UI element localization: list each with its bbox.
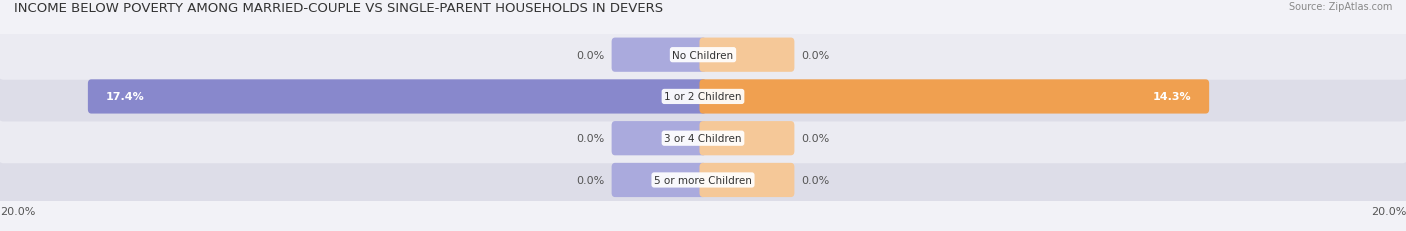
Text: INCOME BELOW POVERTY AMONG MARRIED-COUPLE VS SINGLE-PARENT HOUSEHOLDS IN DEVERS: INCOME BELOW POVERTY AMONG MARRIED-COUPL…	[14, 2, 664, 15]
FancyBboxPatch shape	[0, 30, 1406, 80]
Text: 0.0%: 0.0%	[576, 50, 605, 61]
FancyBboxPatch shape	[612, 122, 707, 156]
FancyBboxPatch shape	[0, 114, 1406, 164]
FancyBboxPatch shape	[700, 163, 794, 197]
Text: 0.0%: 0.0%	[576, 134, 605, 144]
Text: 17.4%: 17.4%	[105, 92, 145, 102]
Text: 1 or 2 Children: 1 or 2 Children	[664, 92, 742, 102]
Text: No Children: No Children	[672, 50, 734, 61]
Text: 0.0%: 0.0%	[576, 175, 605, 185]
Text: 5 or more Children: 5 or more Children	[654, 175, 752, 185]
FancyBboxPatch shape	[700, 122, 794, 156]
Text: 3 or 4 Children: 3 or 4 Children	[664, 134, 742, 144]
Text: 20.0%: 20.0%	[0, 206, 35, 216]
Text: 0.0%: 0.0%	[801, 134, 830, 144]
Text: 14.3%: 14.3%	[1153, 92, 1192, 102]
FancyBboxPatch shape	[612, 38, 707, 73]
FancyBboxPatch shape	[700, 38, 794, 73]
FancyBboxPatch shape	[0, 72, 1406, 122]
FancyBboxPatch shape	[0, 155, 1406, 205]
Text: 0.0%: 0.0%	[801, 175, 830, 185]
Text: 0.0%: 0.0%	[801, 50, 830, 61]
FancyBboxPatch shape	[700, 80, 1209, 114]
FancyBboxPatch shape	[87, 80, 706, 114]
FancyBboxPatch shape	[612, 163, 707, 197]
Text: Source: ZipAtlas.com: Source: ZipAtlas.com	[1288, 2, 1392, 12]
Text: 20.0%: 20.0%	[1371, 206, 1406, 216]
